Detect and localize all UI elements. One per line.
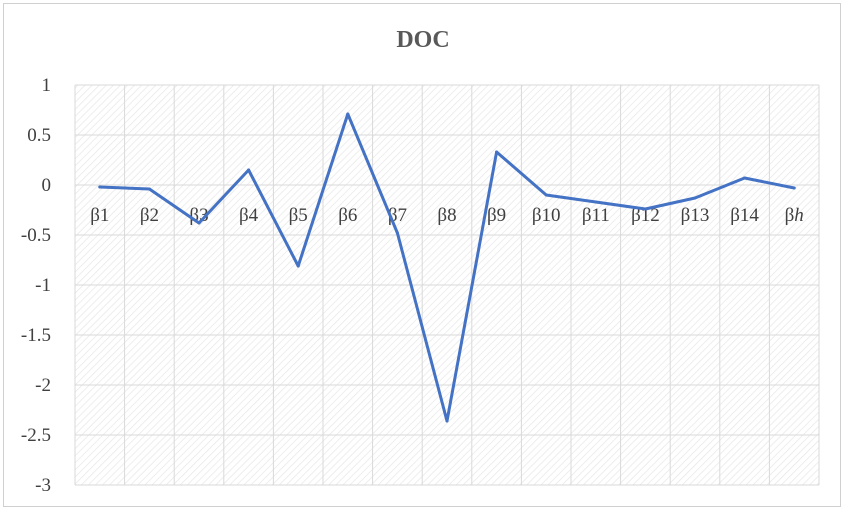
- data-point: [594, 200, 598, 204]
- x-tick-label: β10: [532, 205, 561, 226]
- data-point: [743, 176, 747, 180]
- data-points: [98, 112, 796, 423]
- data-point: [544, 193, 548, 197]
- chart-title: DOC: [396, 27, 449, 53]
- x-tick-label: β1: [90, 205, 109, 226]
- y-tick-label: -1: [35, 275, 51, 296]
- y-axis-tick-labels: 1 0.5 0 -0.5 -1 -1.5 -2 -2.5 -3: [21, 75, 51, 496]
- data-point: [395, 231, 399, 235]
- x-tick-label: β8: [437, 205, 456, 226]
- data-point: [197, 221, 201, 225]
- x-tick-label: β4: [239, 205, 259, 226]
- horizontal-gridlines: [75, 84, 819, 486]
- vertical-gridlines: [74, 85, 820, 485]
- y-tick-label: -2: [35, 375, 51, 396]
- y-tick-label: -0.5: [21, 225, 51, 246]
- data-point: [792, 186, 796, 190]
- x-tick-label: β12: [631, 205, 660, 226]
- data-point: [147, 187, 151, 191]
- y-tick-label: -2.5: [21, 425, 51, 446]
- x-tick-label: βh: [785, 205, 804, 226]
- y-tick-label: 0.5: [27, 125, 51, 146]
- data-point: [445, 419, 449, 423]
- x-tick-label: β2: [140, 205, 159, 226]
- data-point: [98, 185, 102, 189]
- data-point: [296, 264, 300, 268]
- y-tick-label: -3: [35, 475, 51, 496]
- x-tick-label: β5: [289, 205, 308, 226]
- data-point: [693, 196, 697, 200]
- x-tick-label: β14: [730, 205, 759, 226]
- y-tick-label: 0: [42, 175, 52, 196]
- data-point: [247, 168, 251, 172]
- y-tick-label: 1: [42, 75, 52, 96]
- y-tick-label: -1.5: [21, 325, 51, 346]
- data-point: [643, 207, 647, 211]
- data-point: [495, 150, 499, 154]
- x-tick-label: β6: [338, 205, 357, 226]
- x-tick-label: β9: [487, 205, 506, 226]
- data-point: [346, 112, 350, 116]
- x-tick-label: β13: [681, 205, 710, 226]
- x-axis-tick-labels: β1 β2 β3 β4 β5 β6 β7 β8 β9 β10 β11 β12 β13 β14 βh: [90, 205, 804, 226]
- x-tick-label: β11: [582, 205, 610, 226]
